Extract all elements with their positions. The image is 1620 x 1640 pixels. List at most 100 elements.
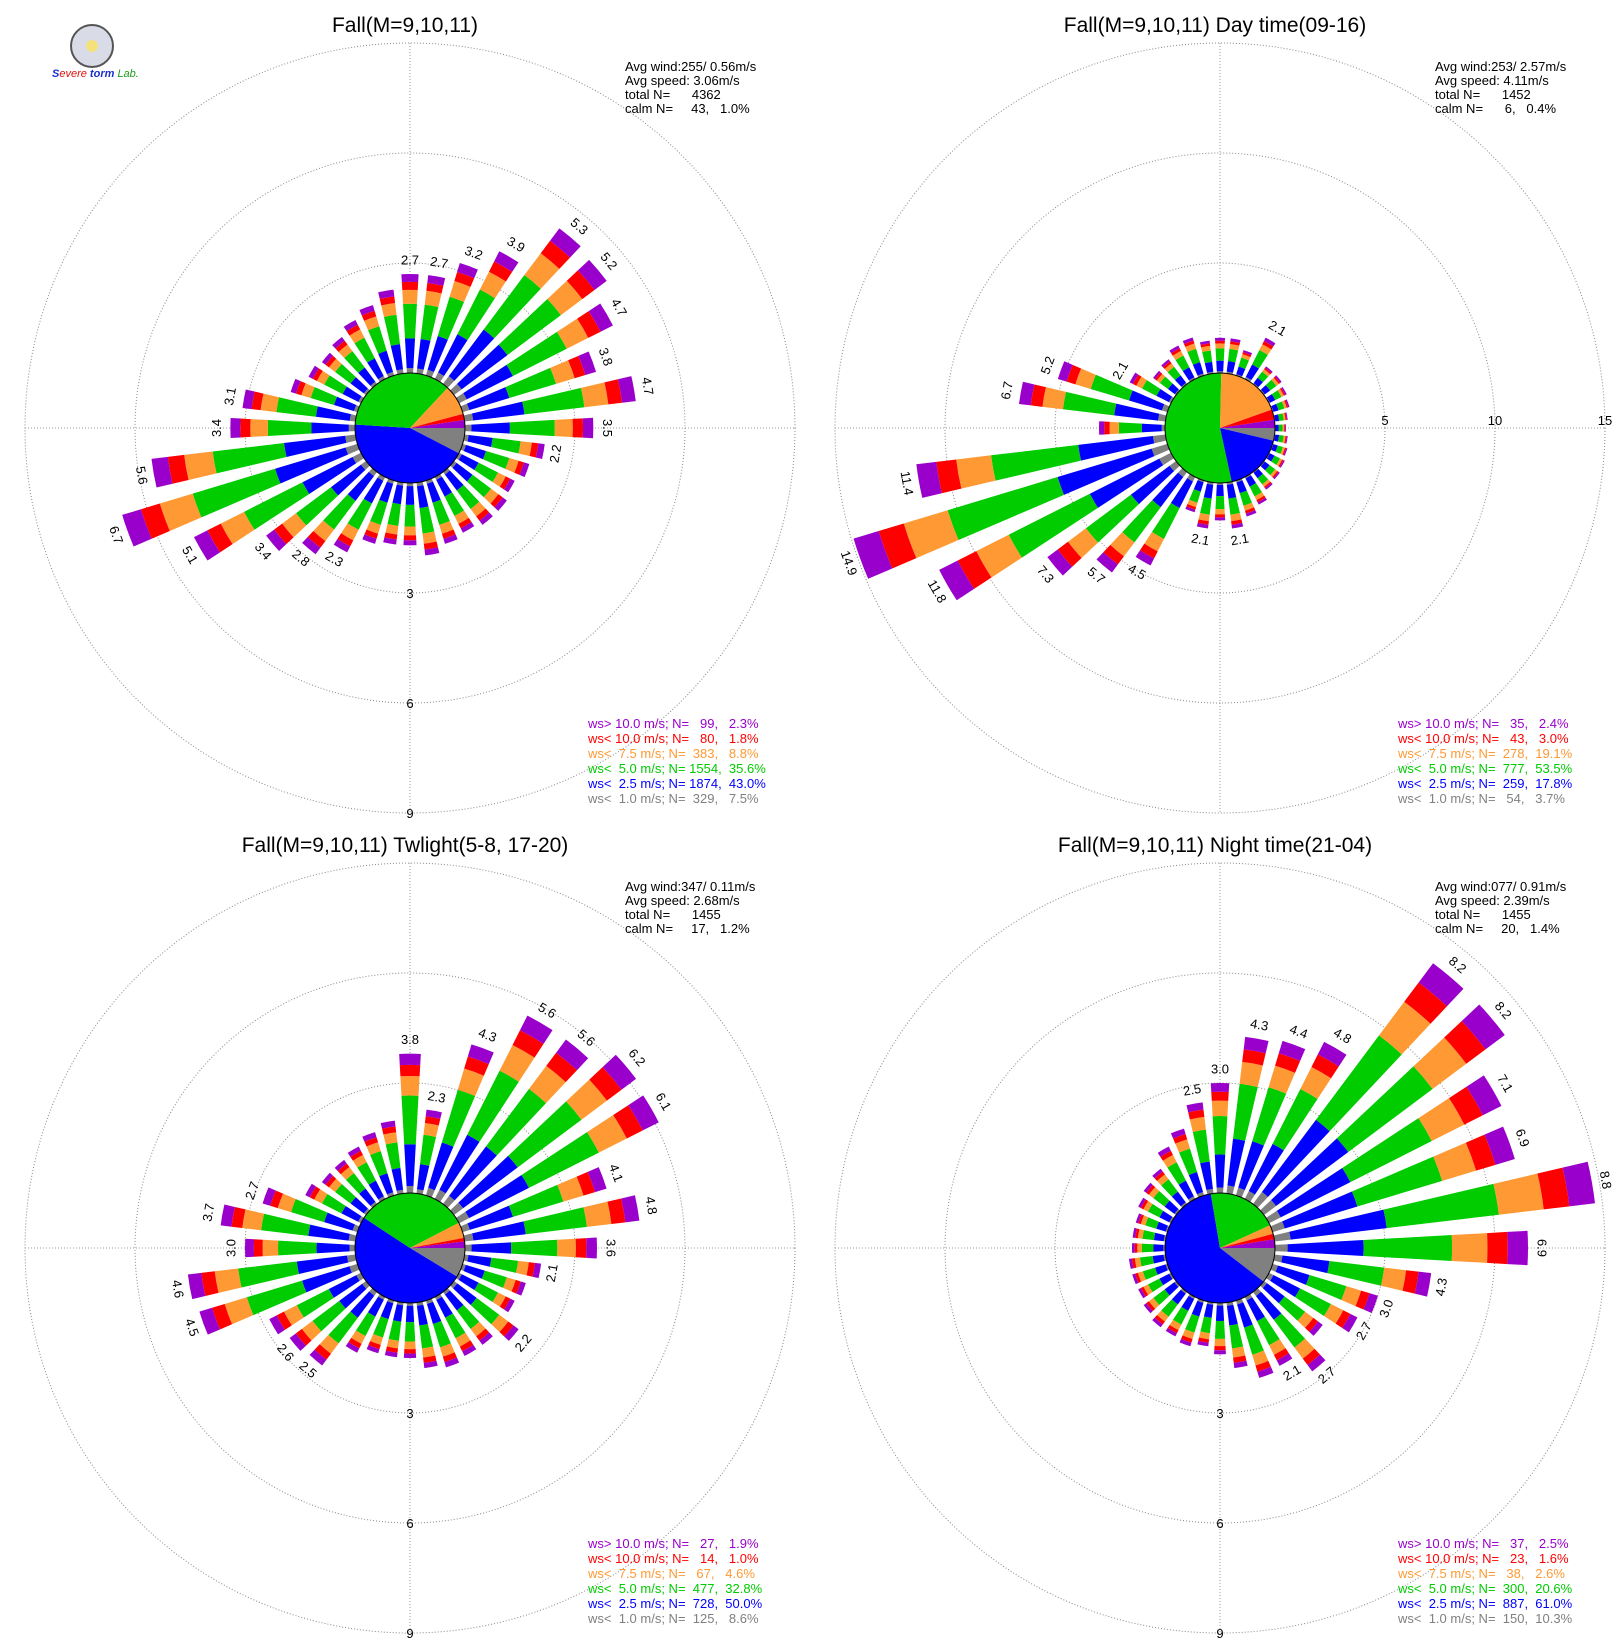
petal-segment xyxy=(1235,478,1243,483)
petal-segment xyxy=(346,324,361,336)
petal xyxy=(321,352,370,396)
petal-segment xyxy=(1047,549,1073,576)
petal-segment xyxy=(519,462,530,478)
petal-segment xyxy=(576,1171,596,1196)
petal-segment xyxy=(1110,532,1135,557)
petal-segment xyxy=(1156,389,1173,403)
petal xyxy=(1132,1243,1166,1253)
petal-segment xyxy=(589,1067,622,1101)
petal-segment xyxy=(1275,1265,1310,1285)
petal-segment xyxy=(244,482,310,530)
petal xyxy=(187,1254,357,1300)
petal-segment xyxy=(379,296,396,306)
petal-segment xyxy=(267,420,312,436)
petal-segment xyxy=(1245,475,1257,487)
petal xyxy=(1132,1263,1170,1285)
petal-segment xyxy=(1273,1313,1306,1348)
petal-segment xyxy=(557,1176,584,1202)
petal xyxy=(425,1044,494,1198)
petal-segment xyxy=(403,1353,417,1358)
pie-slice xyxy=(410,1222,465,1248)
petal xyxy=(1273,1254,1432,1297)
petal-segment xyxy=(338,344,353,358)
petal-segment xyxy=(1270,1275,1301,1298)
petal xyxy=(345,1294,386,1353)
petal-segment xyxy=(350,1150,363,1161)
chart-title: Fall(M=9,10,11) Day time(09-16) xyxy=(1063,14,1367,37)
petal-segment xyxy=(457,289,495,341)
petal xyxy=(332,336,378,388)
petal xyxy=(1270,1263,1378,1314)
petal-label: 5.2 xyxy=(597,249,620,272)
stats-line: Avg wind:077/ 0.91m/s xyxy=(1435,879,1567,894)
stats-line: calm N= 17, 1.2% xyxy=(625,921,750,936)
petal xyxy=(1161,359,1188,388)
pie-slice xyxy=(364,1193,459,1248)
petal-segment xyxy=(366,1142,381,1155)
petal xyxy=(1099,421,1166,435)
petal-segment xyxy=(1139,1256,1154,1267)
petal-segment xyxy=(358,396,364,404)
petal-segment xyxy=(275,447,349,484)
petal-segment xyxy=(1154,1171,1165,1181)
petal-segment xyxy=(1161,1299,1178,1317)
legend-entry: ws< 1.0 m/s; N= 125, 8.6% xyxy=(588,1611,759,1626)
petal-segment xyxy=(1156,1221,1168,1232)
petal-segment xyxy=(939,560,975,601)
petal-segment xyxy=(456,1211,470,1224)
university-seal-icon xyxy=(70,24,114,68)
petal xyxy=(456,452,515,493)
petal-segment xyxy=(1174,1208,1180,1216)
petal-segment xyxy=(1264,481,1272,489)
petal xyxy=(464,417,594,439)
petal xyxy=(1199,340,1214,375)
petal-segment xyxy=(1242,350,1253,356)
petal-segment xyxy=(1272,470,1279,479)
petal-segment xyxy=(384,1350,398,1358)
petal-segment xyxy=(385,524,399,535)
petal-segment xyxy=(1226,361,1236,373)
petal-segment xyxy=(1161,1179,1178,1197)
petal-segment xyxy=(556,318,589,349)
petal xyxy=(1235,350,1253,378)
petal xyxy=(460,351,597,413)
petal-segment xyxy=(471,401,525,421)
petal-segment xyxy=(1201,345,1211,352)
petal xyxy=(434,251,519,382)
petal-segment xyxy=(404,1341,416,1350)
petal-segment xyxy=(416,485,429,509)
legend-entry: ws< 1.0 m/s; N= 329, 7.5% xyxy=(588,791,759,806)
petal-segment xyxy=(575,1238,587,1258)
petal-segment xyxy=(1238,357,1249,369)
petal xyxy=(1273,412,1288,422)
petal-segment xyxy=(350,1291,375,1318)
stats-line: total N= 1455 xyxy=(625,907,721,922)
petal xyxy=(1226,481,1244,529)
wind-rose-svg: 3 6 9 3.8 2.3 4.3 5.6 5.6 6.26.1 4.1 4.8 3.6 2.1 2.2 2… xyxy=(24,862,796,1640)
petal xyxy=(384,1301,404,1358)
petal xyxy=(1047,460,1180,576)
petal-segment xyxy=(1182,337,1194,344)
petal-segment xyxy=(479,1332,493,1345)
petal-segment xyxy=(1283,447,1288,456)
petal-segment xyxy=(423,1355,437,1363)
petal xyxy=(1135,474,1196,566)
petal-segment xyxy=(323,494,356,530)
petal xyxy=(1244,1041,1347,1202)
petal-label: 3.8 xyxy=(596,346,616,368)
petal-segment xyxy=(479,512,493,525)
petal-label: 11.4 xyxy=(898,470,917,497)
petal-segment xyxy=(308,365,319,379)
petal-segment xyxy=(1135,1213,1142,1224)
petal-segment xyxy=(1147,1278,1164,1293)
petal-segment xyxy=(1169,460,1180,472)
petal-segment xyxy=(347,471,374,501)
petal-label: 2.1 xyxy=(1229,530,1249,548)
petal-segment xyxy=(1227,1138,1246,1187)
petal-segment xyxy=(1182,1329,1195,1339)
pie-slice xyxy=(1220,428,1274,482)
petal-segment xyxy=(587,1167,607,1193)
petal-segment xyxy=(342,386,362,402)
petal-label: 4.3 xyxy=(476,1025,498,1045)
